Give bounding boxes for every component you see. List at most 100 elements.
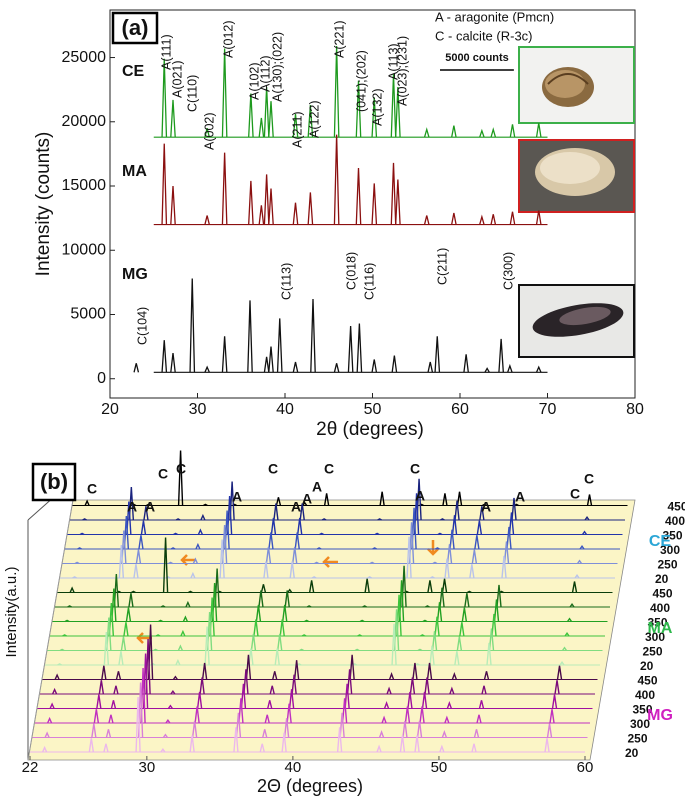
peak	[57, 663, 62, 666]
peak	[473, 729, 480, 738]
peak	[391, 623, 397, 666]
peak	[188, 590, 193, 594]
peak	[442, 493, 448, 506]
peak	[161, 340, 168, 373]
peak	[250, 633, 257, 651]
peak	[284, 590, 290, 608]
peak	[101, 665, 107, 680]
peak	[115, 671, 122, 680]
x-tick-label: 30	[138, 759, 155, 776]
peak	[544, 738, 550, 753]
peak	[459, 622, 465, 637]
peak	[535, 365, 542, 373]
peak	[456, 636, 463, 651]
peak	[441, 578, 448, 593]
peak	[120, 636, 127, 651]
peak	[479, 506, 485, 521]
peak-label: A(122)	[307, 100, 321, 138]
peak	[463, 354, 469, 373]
peak	[200, 513, 206, 521]
peak	[509, 211, 516, 225]
peak-label: A(113)	[386, 43, 400, 80]
peak	[371, 183, 378, 225]
peak-label: C	[268, 461, 278, 477]
peak	[111, 588, 117, 622]
peak	[377, 518, 382, 521]
peak	[444, 558, 450, 579]
peak	[498, 338, 504, 373]
peak-label: C	[87, 481, 97, 497]
peak	[131, 590, 136, 594]
peak	[391, 355, 398, 373]
trace-label: 350	[648, 616, 668, 630]
peak	[221, 336, 228, 373]
peak	[155, 634, 161, 637]
peak-label: A	[291, 499, 301, 515]
shell-photo	[518, 139, 635, 213]
peak	[311, 576, 317, 579]
peak	[574, 574, 580, 579]
peak	[359, 619, 365, 623]
peak	[564, 632, 570, 637]
y-axis-label: Intensity (counts)	[33, 132, 54, 277]
trace-label: 450	[653, 587, 673, 601]
peak	[158, 619, 163, 623]
peak	[355, 168, 362, 225]
peak	[177, 644, 184, 651]
peak	[88, 738, 95, 753]
peak	[287, 588, 293, 593]
peak	[388, 671, 395, 680]
trace-label: 400	[650, 601, 670, 615]
trace-label: 20	[625, 746, 639, 760]
peak	[267, 700, 273, 709]
peak	[41, 745, 48, 753]
peak	[434, 336, 441, 373]
peak	[417, 648, 423, 652]
peak	[464, 593, 470, 608]
peak	[333, 363, 340, 373]
y-tick-label: 20000	[62, 113, 107, 130]
peak	[431, 631, 438, 651]
peak	[571, 581, 578, 593]
peak	[506, 526, 512, 550]
peak	[272, 671, 278, 680]
peak	[108, 602, 115, 637]
peak	[549, 709, 555, 724]
peak	[91, 723, 97, 738]
peak	[374, 532, 380, 536]
peak	[546, 723, 553, 738]
x-tick-label: 50	[431, 759, 448, 776]
peak	[204, 215, 210, 225]
peak	[281, 732, 287, 753]
peak	[54, 673, 60, 680]
peak	[559, 661, 565, 666]
peak	[175, 658, 181, 666]
peak	[390, 74, 397, 138]
peak-label: C	[324, 461, 334, 477]
peak	[294, 532, 300, 550]
y-tick-label: 0	[97, 370, 106, 387]
group-label: MG	[647, 707, 673, 724]
peak	[247, 300, 253, 373]
peak	[189, 278, 196, 373]
peak-label: C(104)	[135, 307, 149, 345]
peak	[240, 683, 247, 709]
peak	[424, 677, 430, 695]
peak	[292, 202, 299, 225]
trace-label: 350	[663, 529, 683, 543]
peak	[304, 619, 309, 623]
peak	[367, 576, 372, 579]
peak	[175, 518, 181, 521]
peak	[96, 694, 102, 709]
legend-note: A - aragonite (Pmcn)	[435, 9, 554, 24]
peak	[566, 617, 573, 622]
peak	[511, 497, 517, 521]
peak-label: A(130);(022)	[270, 32, 284, 102]
peak	[355, 80, 362, 138]
group-label: MA	[648, 620, 673, 637]
peak	[292, 546, 298, 564]
peak	[243, 669, 249, 695]
peak	[310, 299, 316, 373]
peak	[128, 486, 135, 521]
peak	[274, 648, 280, 666]
